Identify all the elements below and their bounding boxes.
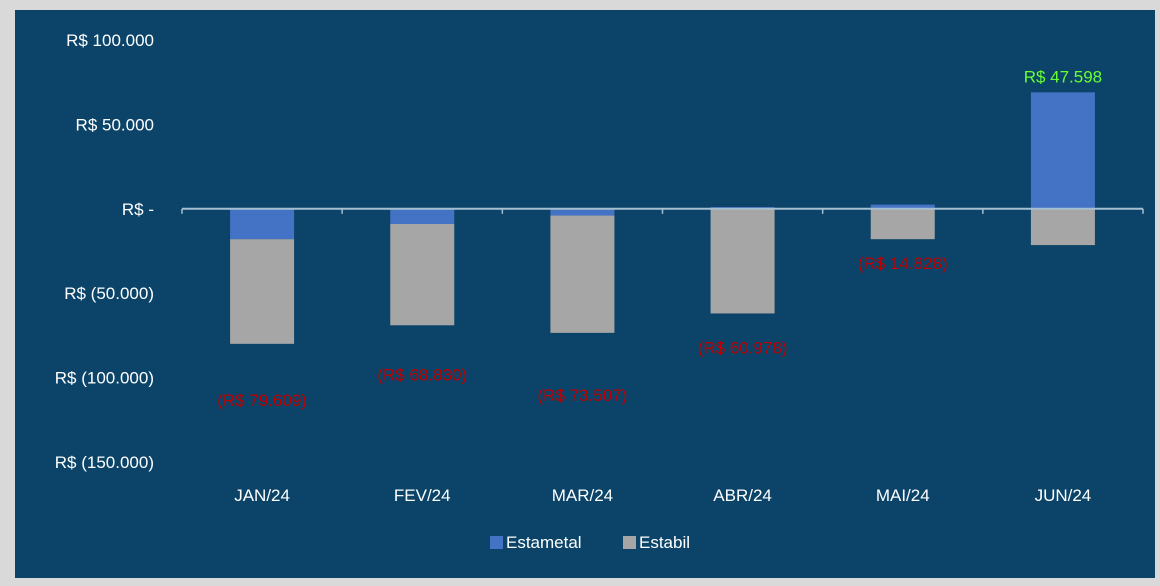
- bar-estametal: [390, 208, 455, 224]
- x-tick-label: ABR/24: [713, 486, 772, 505]
- stacked-bar-chart: R$ 100.000 R$ 50.000 R$ - R$ (50.000) R$ (10…: [55, 31, 1144, 552]
- legend-label-estametal: Estametal: [506, 533, 582, 552]
- bar-estabil: [870, 208, 935, 240]
- bar-estametal: [230, 208, 295, 240]
- legend-swatch-estametal: [490, 536, 503, 549]
- x-tick-label: JAN/24: [234, 486, 290, 505]
- bar-estabil: [230, 239, 295, 344]
- bar-estametal: [870, 204, 935, 209]
- data-label: (R$ 73.507): [538, 386, 628, 405]
- x-tick-label: FEV/24: [394, 486, 451, 505]
- data-label: R$ 47.598: [1024, 67, 1102, 86]
- y-tick-label: R$ (150.000): [55, 453, 154, 472]
- x-tick-label: MAR/24: [552, 486, 613, 505]
- y-tick-label: R$ -: [122, 200, 154, 219]
- data-label: (R$ 79.609): [217, 391, 307, 410]
- bar-estabil: [550, 215, 615, 333]
- y-tick-label: R$ 100.000: [66, 31, 154, 50]
- bar-estametal: [1030, 92, 1095, 209]
- y-tick-label: R$ 50.000: [76, 115, 154, 134]
- bar-estabil: [1030, 208, 1095, 246]
- data-label: (R$ 14.828): [858, 254, 948, 273]
- bar-estametal: [550, 208, 615, 216]
- bar-estabil: [390, 223, 455, 326]
- x-tick-label: JUN/24: [1035, 486, 1092, 505]
- data-label: (R$ 60.978): [698, 338, 788, 357]
- x-tick-label: MAI/24: [876, 486, 930, 505]
- chart-area: R$ 100.000 R$ 50.000 R$ - R$ (50.000) R$ (10…: [15, 10, 1155, 578]
- legend-swatch-estabil: [623, 536, 636, 549]
- legend-label-estabil: Estabil: [639, 533, 690, 552]
- y-tick-label: R$ (50.000): [64, 284, 154, 303]
- data-label: (R$ 68.830): [377, 365, 467, 384]
- y-tick-label: R$ (100.000): [55, 369, 154, 388]
- bar-estabil: [710, 208, 775, 314]
